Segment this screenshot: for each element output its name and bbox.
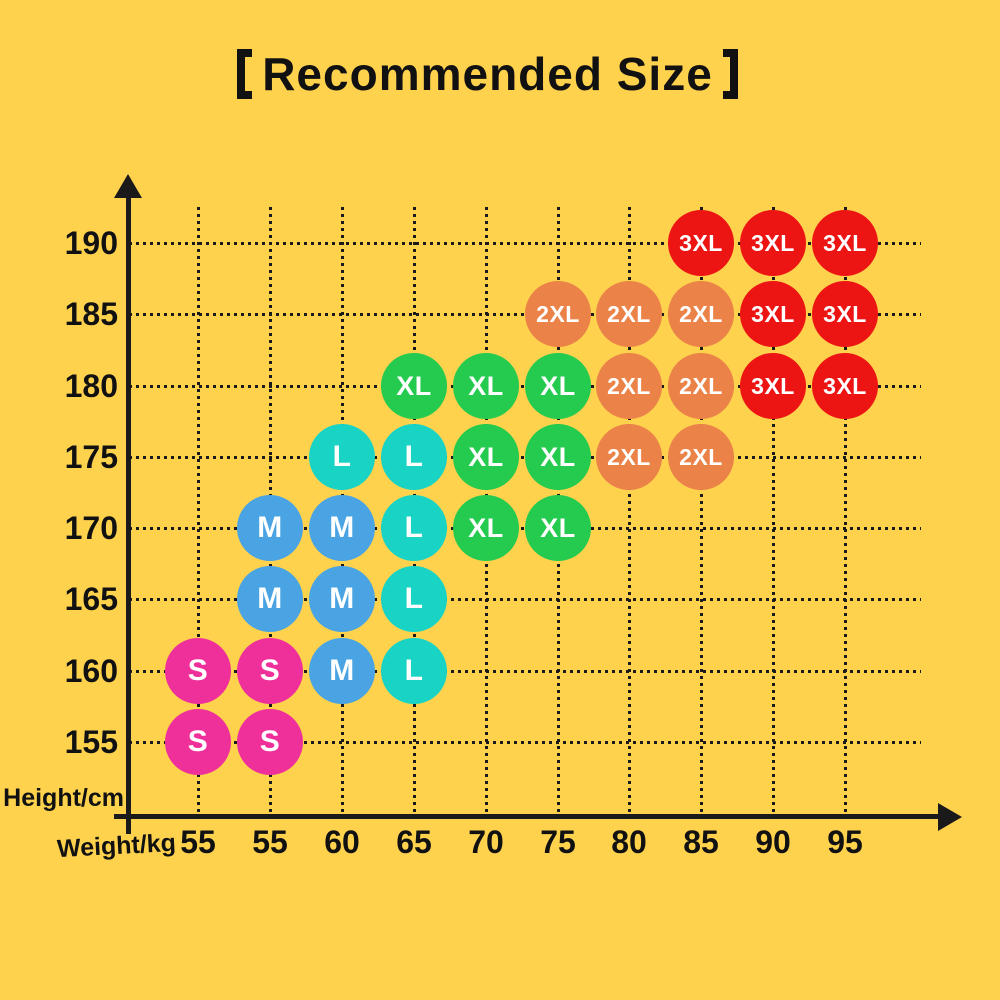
gridline-v-9-95 <box>844 207 847 816</box>
size-dot-xl-170cm-c5: XL <box>525 495 591 561</box>
size-dot-s-160cm-c0: S <box>165 638 231 704</box>
gridline-v-0-55 <box>197 207 200 816</box>
size-dot-xl-175cm-c5: XL <box>525 424 591 490</box>
y-tick-165: 165 <box>64 581 118 617</box>
size-dot-m-165cm-c1: M <box>237 566 303 632</box>
size-dot-3xl-185cm-c9: 3XL <box>812 281 878 347</box>
gridline-h-165 <box>129 598 921 601</box>
x-tick-0-55: 55 <box>180 824 216 860</box>
gridline-h-155 <box>129 741 921 744</box>
left-lenticular-bracket <box>237 49 253 99</box>
y-tick-160: 160 <box>64 653 118 689</box>
y-axis-label: Height/cm <box>3 784 124 812</box>
size-dot-2xl-185cm-c6: 2XL <box>596 281 662 347</box>
size-dot-3xl-185cm-c8: 3XL <box>740 281 806 347</box>
gridline-v-7-85 <box>700 207 703 816</box>
size-dot-2xl-185cm-c5: 2XL <box>525 281 591 347</box>
size-dot-2xl-180cm-c7: 2XL <box>668 353 734 419</box>
y-tick-170: 170 <box>64 510 118 546</box>
y-tick-155: 155 <box>64 724 118 760</box>
size-dot-2xl-175cm-c7: 2XL <box>668 424 734 490</box>
y-axis-arrow-icon <box>114 174 142 198</box>
size-dot-3xl-180cm-c8: 3XL <box>740 353 806 419</box>
x-tick-2-60: 60 <box>324 824 360 860</box>
x-axis-line <box>114 814 940 819</box>
y-tick-190: 190 <box>64 225 118 261</box>
size-dot-3xl-180cm-c9: 3XL <box>812 353 878 419</box>
size-dot-3xl-190cm-c9: 3XL <box>812 210 878 276</box>
size-dot-m-170cm-c2: M <box>309 495 375 561</box>
size-dot-xl-170cm-c4: XL <box>453 495 519 561</box>
chart-title-text: Recommended Size <box>262 48 713 100</box>
size-dot-l-170cm-c3: L <box>381 495 447 561</box>
x-axis-arrow-icon <box>938 803 962 831</box>
gridline-v-6-80 <box>628 207 631 816</box>
gridline-h-160 <box>129 670 921 673</box>
x-tick-6-80: 80 <box>611 824 647 860</box>
size-dot-2xl-180cm-c6: 2XL <box>596 353 662 419</box>
size-dot-s-155cm-c0: S <box>165 709 231 775</box>
x-tick-3-65: 65 <box>396 824 432 860</box>
size-dot-xl-180cm-c5: XL <box>525 353 591 419</box>
size-dot-2xl-175cm-c6: 2XL <box>596 424 662 490</box>
gridline-v-8-90 <box>772 207 775 816</box>
size-dot-xl-175cm-c4: XL <box>453 424 519 490</box>
right-lenticular-bracket <box>722 49 738 99</box>
y-axis-line <box>126 190 131 834</box>
size-dot-l-165cm-c3: L <box>381 566 447 632</box>
size-dot-s-160cm-c1: S <box>237 638 303 704</box>
x-axis-label: Weight/kg <box>56 828 177 864</box>
size-dot-xl-180cm-c3: XL <box>381 353 447 419</box>
size-dot-l-175cm-c3: L <box>381 424 447 490</box>
y-tick-180: 180 <box>64 368 118 404</box>
size-dot-3xl-190cm-c8: 3XL <box>740 210 806 276</box>
x-tick-9-95: 95 <box>827 824 863 860</box>
x-tick-8-90: 90 <box>755 824 791 860</box>
x-tick-5-75: 75 <box>540 824 576 860</box>
x-tick-7-85: 85 <box>683 824 719 860</box>
y-tick-185: 185 <box>64 296 118 332</box>
x-tick-4-70: 70 <box>468 824 504 860</box>
size-dot-2xl-185cm-c7: 2XL <box>668 281 734 347</box>
gridline-h-190 <box>129 242 921 245</box>
y-tick-175: 175 <box>64 439 118 475</box>
size-dot-l-160cm-c3: L <box>381 638 447 704</box>
size-dot-m-170cm-c1: M <box>237 495 303 561</box>
x-tick-1-55: 55 <box>252 824 288 860</box>
size-dot-xl-180cm-c4: XL <box>453 353 519 419</box>
size-dot-m-160cm-c2: M <box>309 638 375 704</box>
size-dot-s-155cm-c1: S <box>237 709 303 775</box>
size-dot-l-175cm-c2: L <box>309 424 375 490</box>
size-dot-3xl-190cm-c7: 3XL <box>668 210 734 276</box>
chart-title: Recommended Size <box>0 44 975 104</box>
size-dot-m-165cm-c2: M <box>309 566 375 632</box>
